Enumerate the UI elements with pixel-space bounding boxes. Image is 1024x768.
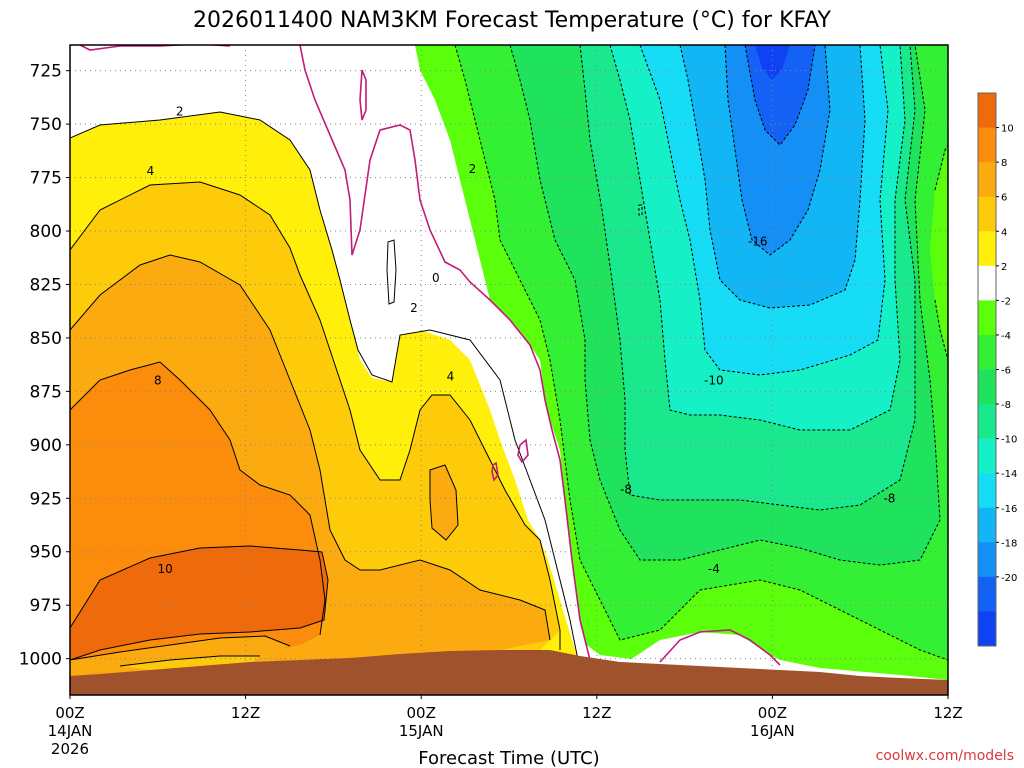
x-tick-label: 00Z [55, 704, 84, 722]
contour-label: 2 [410, 301, 418, 315]
colorbar-swatch [978, 473, 996, 509]
colorbar: 10 8 6 4 2 -2 -4 -6 -8 -10 -14 -16 -18 -20 [977, 92, 1017, 647]
contour-label: 4 [147, 164, 155, 178]
colorbar-swatch [978, 369, 996, 405]
colorbar-swatch [978, 404, 996, 440]
contour-label: 2 [469, 162, 477, 176]
colorbar-swatch [978, 127, 996, 163]
contour-label: -10 [704, 374, 724, 388]
x-tick-label: 12Z [933, 704, 962, 722]
grid [70, 45, 948, 695]
y-tick-label: 825 [30, 275, 62, 295]
contour-label: -8 [883, 491, 895, 505]
colorbar-swatch [978, 231, 996, 267]
colorbar-label: -8 [1001, 400, 1011, 411]
x-tick-label: 12Z [582, 704, 611, 722]
colorbar-swatch [978, 162, 996, 198]
credit-text: coolwx.com/models [876, 748, 1014, 764]
contour-lines [70, 45, 948, 667]
colorbar-label: 6 [1001, 193, 1007, 204]
y-tick-label: 900 [30, 436, 62, 456]
colorbar-label: -14 [1001, 469, 1017, 480]
y-tick-label: 975 [30, 596, 62, 616]
x-tick-date: 15JAN [399, 722, 444, 740]
colorbar-label: -6 [1001, 366, 1011, 377]
colorbar-label: 4 [1001, 227, 1007, 238]
colorbar-label: -4 [1001, 331, 1011, 342]
colorbar-swatch [978, 542, 996, 578]
colorbar-label: 8 [1001, 158, 1007, 169]
contour-label: 2 [176, 104, 184, 118]
contour-label: 10 [157, 562, 172, 576]
colorbar-swatch [978, 265, 996, 301]
y-tick-label: 875 [30, 382, 62, 402]
chart-title: 2026011400 NAM3KM Forecast Temperature (… [193, 8, 831, 33]
colorbar-label: -20 [1001, 573, 1017, 584]
colorbar-label: 2 [1001, 262, 1007, 273]
y-tick-label: 775 [30, 169, 62, 189]
colorbar-label: 10 [1001, 124, 1014, 135]
contour-label: -16 [748, 235, 768, 249]
contour-label: -4 [708, 562, 720, 576]
x-tick-label: 12Z [231, 704, 260, 722]
y-axis: 725 750 775 800 825 850 875 900 925 950 975 1000 [19, 62, 70, 670]
colorbar-label: -16 [1001, 504, 1017, 515]
y-tick-label: 725 [30, 62, 62, 82]
contour-labels: 248101020246-16-10-8-4-8 [147, 104, 896, 687]
x-axis-label: Forecast Time (UTC) [418, 748, 599, 768]
colorbar-swatch [978, 196, 996, 232]
contour-label: -8 [620, 483, 632, 497]
contour-label: 4 [447, 369, 455, 383]
y-tick-label: 750 [30, 115, 62, 135]
contour-label: 8 [154, 374, 162, 388]
colorbar-swatch [978, 611, 996, 647]
colorbar-label: -2 [1001, 296, 1011, 307]
contour-label: 0 [432, 271, 440, 285]
colorbar-label: -10 [1001, 435, 1017, 446]
y-tick-label: 925 [30, 489, 62, 509]
colorbar-swatch [978, 300, 996, 336]
x-tick-label: 00Z [407, 704, 436, 722]
y-tick-label: 1000 [19, 650, 62, 670]
x-tick-year: 2026 [51, 740, 89, 758]
colorbar-swatch [978, 507, 996, 543]
colorbar-swatch [978, 93, 996, 129]
colorbar-swatch [978, 438, 996, 474]
y-tick-label: 950 [30, 543, 62, 563]
y-tick-label: 800 [30, 222, 62, 242]
temperature-fill [70, 45, 948, 695]
x-tick-date: 16JAN [750, 722, 795, 740]
colorbar-swatch [978, 334, 996, 370]
x-tick-label: 00Z [758, 704, 787, 722]
y-tick-label: 850 [30, 329, 62, 349]
terrain [70, 650, 948, 695]
plot-frame [69, 44, 949, 696]
colorbar-swatch [978, 576, 996, 612]
x-tick-date: 14JAN [48, 722, 93, 740]
colorbar-label: -18 [1001, 538, 1017, 549]
